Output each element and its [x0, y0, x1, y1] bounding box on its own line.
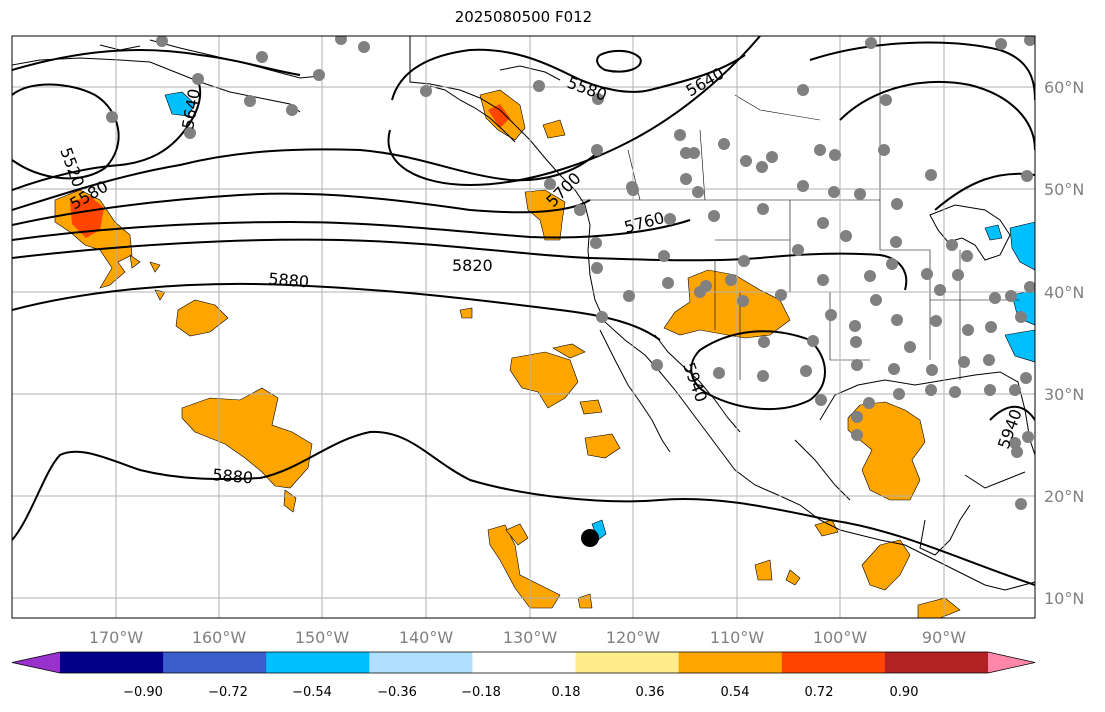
colorbar-segment [472, 652, 577, 673]
colorbar-segments [11, 651, 1036, 674]
lon-label: 100°W [813, 628, 868, 647]
lon-label: 110°W [710, 628, 765, 647]
lon-label: 120°W [606, 628, 661, 647]
colorbar-extend-min [12, 652, 60, 673]
coastlines [12, 36, 1035, 591]
colorbar-segment [575, 652, 680, 673]
lon-label: 150°W [295, 628, 350, 647]
lon-label: 130°W [503, 628, 558, 647]
strong-positive-anomaly-shading [70, 104, 510, 238]
colorbar-outline [11, 651, 1036, 674]
colorbar-segment [678, 652, 783, 673]
map-frame [11, 35, 1036, 619]
map-title: 2025080500 F012 [454, 8, 593, 26]
colorbar-tick-label: 0.36 [636, 685, 665, 700]
colorbar-segment [369, 652, 473, 673]
lat-label: 50°N [1044, 180, 1084, 199]
contour-label: 5880 [212, 465, 254, 487]
map-area: 5520 5580 5640 5580 5640 5700 5760 5820 … [12, 36, 1035, 618]
colorbar-tick-label: −0.54 [292, 685, 332, 700]
lon-label: 170°W [89, 628, 144, 647]
graticule [12, 36, 1035, 618]
lat-label: 40°N [1044, 283, 1084, 302]
lat-label: 60°N [1044, 78, 1084, 97]
storm-marker [581, 529, 599, 547]
colorbar-tick-label: −0.72 [208, 685, 248, 700]
lat-label: 30°N [1044, 385, 1084, 404]
lat-label: 20°N [1044, 487, 1084, 506]
colorbar: −0.90 −0.72 −0.54 −0.36 −0.18 0.18 0.36 … [11, 651, 1036, 700]
colorbar-segment [266, 652, 370, 673]
contour-label: 5880 [268, 269, 310, 291]
colorbar-segment [163, 652, 267, 673]
lat-label: 10°N [1044, 589, 1084, 608]
latitude-labels: 60°N 50°N 40°N 30°N 20°N 10°N [1044, 78, 1084, 608]
longitude-labels: 170°W 160°W 150°W 140°W 130°W 120°W 110°… [89, 628, 966, 647]
colorbar-segment [60, 652, 164, 673]
colorbar-tick-label: −0.18 [461, 685, 501, 700]
colorbar-tick-label: 0.54 [721, 685, 750, 700]
lon-label: 160°W [192, 628, 247, 647]
colorbar-tick-label: 0.90 [890, 685, 919, 700]
negative-anomaly-shading [164, 91, 1035, 541]
colorbar-tick-label: −0.90 [123, 685, 163, 700]
lon-label: 90°W [922, 628, 966, 647]
lon-label: 140°W [399, 628, 454, 647]
colorbar-tick-label: −0.36 [377, 685, 417, 700]
contour-label: 5820 [452, 256, 493, 275]
colorbar-tick-label: 0.72 [805, 685, 834, 700]
colorbar-tick-label: 0.18 [552, 685, 581, 700]
colorbar-extend-max [988, 652, 1035, 673]
station-markers [106, 36, 1035, 510]
colorbar-segment [781, 652, 886, 673]
height-contours [12, 36, 1035, 586]
colorbar-segment [884, 652, 989, 673]
colorbar-tick-labels: −0.90 −0.72 −0.54 −0.36 −0.18 0.18 0.36 … [123, 685, 918, 700]
